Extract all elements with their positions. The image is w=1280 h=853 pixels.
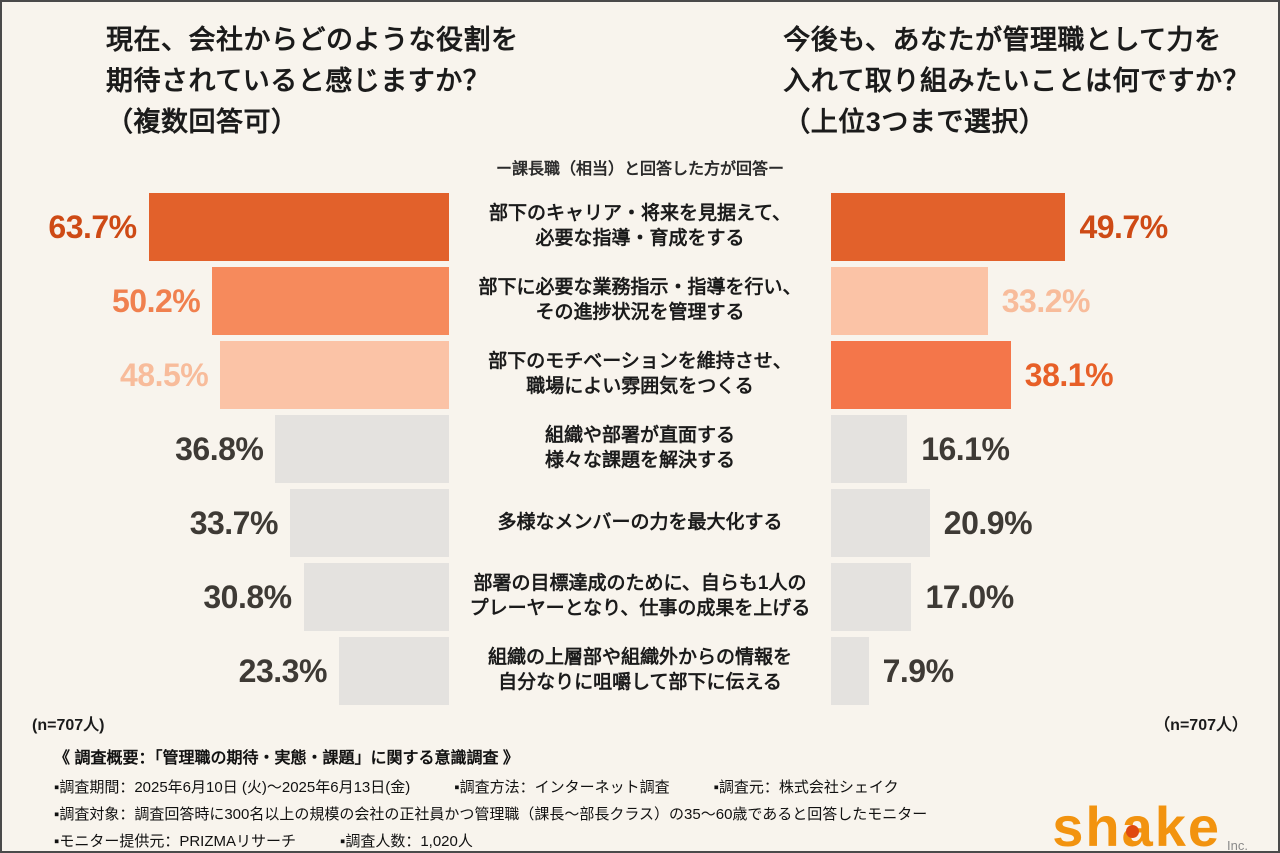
dual-bar-chart: 63.7% 部下のキャリア・将来を見据えて、 必要な指導・育成をする 49.7% 50… bbox=[2, 193, 1278, 706]
right-question-title-line: 入れて取り組みたいことは何ですか？ bbox=[783, 66, 1250, 97]
chart-row: 36.8% 組織や部署が直面する 様々な課題を解決する 16.1% bbox=[30, 415, 1250, 484]
left-value-label: 63.7% bbox=[48, 208, 137, 245]
left-question-title-line: 現在、会社からどのような役割を bbox=[106, 25, 519, 55]
footer-row: ▪モニター提供元：PRIZMAリサーチ ▪調査人数：1,020人 bbox=[54, 828, 1250, 851]
right-bar-zone: 16.1% bbox=[831, 415, 1250, 484]
left-value-label: 48.5% bbox=[119, 356, 209, 393]
respondent-filter-subtitle: ー課長職（相当）と回答した方が回答ー bbox=[495, 161, 784, 179]
chart-row: 33.7% 多様なメンバーの力を最大化する 20.9% bbox=[30, 489, 1250, 558]
left-value-label: 30.8% bbox=[203, 578, 292, 615]
right-value-label: 38.1% bbox=[1024, 356, 1114, 393]
survey-target: ▪調査対象：調査回答時に300名以上の規模の会社の正社員かつ管理職（課長〜部長ク… bbox=[54, 805, 928, 823]
category-label: 多様なメンバーの力を最大化する bbox=[497, 511, 783, 533]
left-bar bbox=[275, 415, 449, 484]
footer-row: ▪調査期間：2025年6月10日 (火)〜2025年6月13日(金) ▪調査方法… bbox=[54, 774, 1250, 801]
left-bar bbox=[148, 193, 449, 262]
category-label: 部下のモチベーションを維持させ、 職場によい雰囲気をつくる bbox=[488, 351, 792, 398]
left-question-title-line: （複数回答可） bbox=[106, 107, 299, 138]
left-sample-size: (n=707人) bbox=[32, 717, 105, 735]
left-value-label: 50.2% bbox=[111, 282, 201, 319]
survey-method: ▪調査方法：インターネット調査 bbox=[454, 778, 670, 796]
left-bar bbox=[212, 267, 449, 336]
left-bar-zone: 63.7% bbox=[30, 193, 449, 262]
left-question-title: 現在、会社からどのような役割を 期待されていると感じますか？ （複数回答可） bbox=[106, 20, 519, 143]
category-label: 組織の上層部や組織外からの情報を 自分なりに咀嚼して部下に伝える bbox=[487, 647, 792, 694]
chart-row: 48.5% 部下のモチベーションを維持させ、 職場によい雰囲気をつくる 38.1% bbox=[30, 341, 1250, 410]
right-value-label: 16.1% bbox=[921, 430, 1010, 467]
survey-source: ▪調査元：株式会社シェイク bbox=[713, 778, 899, 796]
right-bar bbox=[831, 193, 1066, 262]
respondent-count: ▪調査人数：1,020人 bbox=[340, 832, 473, 850]
right-bar-zone: 49.7% bbox=[831, 193, 1250, 262]
sample-size-row: (n=707人) （n=707人） bbox=[2, 711, 1278, 735]
right-bar bbox=[831, 341, 1011, 410]
survey-period: ▪調査期間：2025年6月10日 (火)〜2025年6月13日(金) bbox=[54, 778, 411, 796]
right-bar-zone: 7.9% bbox=[831, 637, 1250, 706]
survey-summary-footer: 《 調査概要：「管理職の期待・実態・課題」に関する意識調査 》 ▪調査期間：20… bbox=[2, 745, 1278, 853]
left-value-label: 23.3% bbox=[238, 652, 328, 689]
right-bar bbox=[831, 637, 869, 706]
right-question-title: 今後も、あなたが管理職として力を 入れて取り組みたいことは何ですか？ （上位3つ… bbox=[783, 20, 1250, 143]
left-bar-zone: 33.7% bbox=[30, 489, 449, 558]
left-question-title-line: 期待されていると感じますか？ bbox=[106, 66, 491, 97]
left-bar bbox=[303, 563, 449, 632]
right-bar-zone: 17.0% bbox=[831, 563, 1250, 632]
right-value-label: 7.9% bbox=[882, 652, 954, 689]
right-value-label: 49.7% bbox=[1079, 208, 1168, 245]
category-label: 部署の目標達成のために、自らも1人の プレーヤーとなり、仕事の成果を上げる bbox=[469, 573, 811, 620]
left-bar-zone: 48.5% bbox=[30, 341, 449, 410]
left-value-label: 36.8% bbox=[175, 430, 264, 467]
chart-row: 50.2% 部下に必要な業務指示・指導を行い、 その進捗状況を管理する 33.2% bbox=[30, 267, 1250, 336]
left-bar-zone: 23.3% bbox=[30, 637, 449, 706]
right-value-label: 33.2% bbox=[1001, 282, 1091, 319]
left-bar-zone: 36.8% bbox=[30, 415, 449, 484]
right-bar-zone: 33.2% bbox=[831, 267, 1250, 336]
category-label: 部下のキャリア・将来を見据えて、 必要な指導・育成をする bbox=[488, 203, 792, 250]
right-bar bbox=[831, 267, 988, 336]
right-question-title-line: （上位3つまで選択） bbox=[783, 107, 1047, 138]
chart-row: 63.7% 部下のキャリア・将来を見据えて、 必要な指導・育成をする 49.7% bbox=[30, 193, 1250, 262]
left-bar bbox=[220, 341, 449, 410]
logo-dot-icon bbox=[1126, 824, 1140, 838]
right-bar bbox=[831, 415, 908, 484]
category-label: 部下に必要な業務指示・指導を行い、 その進捗状況を管理する bbox=[478, 277, 802, 324]
monitor-provider: ▪モニター提供元：PRIZMAリサーチ bbox=[54, 832, 296, 850]
question-titles: 現在、会社からどのような役割を 期待されていると感じますか？ （複数回答可） 今… bbox=[2, 2, 1278, 143]
right-bar bbox=[831, 563, 912, 632]
left-bar bbox=[289, 489, 449, 558]
right-value-label: 20.9% bbox=[943, 504, 1033, 541]
left-bar bbox=[338, 637, 449, 706]
chart-row: 23.3% 組織の上層部や組織外からの情報を 自分なりに咀嚼して部下に伝える 7.9… bbox=[30, 637, 1250, 706]
right-sample-size: （n=707人） bbox=[1154, 717, 1248, 735]
footer-row: ▪調査対象：調査回答時に300名以上の規模の会社の正社員かつ管理職（課長〜部長ク… bbox=[54, 801, 1250, 828]
left-bar-zone: 50.2% bbox=[30, 267, 449, 336]
logo-wordmark: shake bbox=[1052, 794, 1222, 853]
left-bar-zone: 30.8% bbox=[30, 563, 449, 632]
right-bar-zone: 20.9% bbox=[831, 489, 1250, 558]
survey-summary-heading: 《 調査概要：「管理職の期待・実態・課題」に関する意識調査 》 bbox=[54, 750, 519, 768]
category-label: 組織や部署が直面する 様々な課題を解決する bbox=[544, 425, 735, 472]
chart-row: 30.8% 部署の目標達成のために、自らも1人の プレーヤーとなり、仕事の成果を上… bbox=[30, 563, 1250, 632]
right-bar-zone: 38.1% bbox=[831, 341, 1250, 410]
right-value-label: 17.0% bbox=[925, 578, 1014, 615]
right-bar bbox=[831, 489, 930, 558]
left-value-label: 33.7% bbox=[189, 504, 279, 541]
logo-suffix: Inc. bbox=[1227, 837, 1248, 853]
company-logo: shake Inc. bbox=[1052, 794, 1248, 853]
right-question-title-line: 今後も、あなたが管理職として力を bbox=[783, 25, 1222, 55]
